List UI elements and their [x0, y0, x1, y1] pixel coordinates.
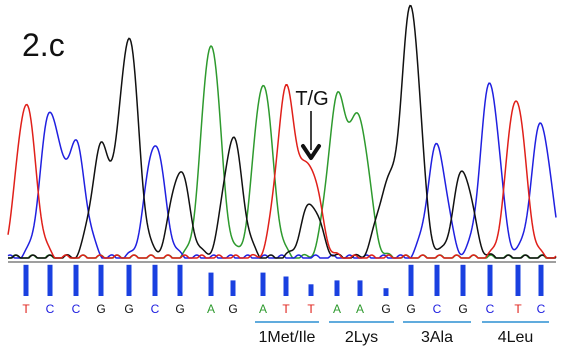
quality-bar — [283, 276, 289, 296]
quality-bar — [152, 264, 158, 296]
quality-bar — [487, 264, 493, 296]
trace-lines — [7, 4, 557, 259]
base-label: C — [537, 302, 546, 316]
base-label: C — [72, 302, 81, 316]
quality-bar — [98, 264, 104, 296]
base-label: C — [486, 302, 495, 316]
base-label: G — [175, 302, 184, 316]
figure-label: 2.c — [22, 27, 65, 63]
base-label: C — [151, 302, 160, 316]
base-label: A — [207, 302, 215, 316]
quality-bar — [434, 264, 440, 296]
quality-bar — [47, 264, 53, 296]
base-label: A — [259, 302, 267, 316]
base-label: T — [514, 302, 522, 316]
quality-bar — [538, 264, 544, 296]
base-label: A — [333, 302, 341, 316]
base-label: G — [406, 302, 415, 316]
quality-bar — [208, 272, 214, 296]
base-label: G — [381, 302, 390, 316]
mutation-arrow-icon — [301, 111, 321, 160]
base-label: G — [96, 302, 105, 316]
quality-bar — [460, 264, 466, 296]
codon-label: 3Ala — [421, 329, 453, 346]
quality-bar — [515, 264, 521, 296]
mutation-label: T/G — [295, 88, 328, 110]
base-label: T — [22, 302, 30, 316]
quality-bar — [383, 288, 389, 296]
quality-bar — [408, 264, 414, 296]
base-label: C — [433, 302, 442, 316]
quality-bar — [177, 264, 183, 296]
quality-bar — [73, 264, 79, 296]
base-label: T — [282, 302, 290, 316]
codon-annotations: 1Met/Ile 2Lys 3Ala 4Leu — [255, 321, 549, 346]
base-label: T — [307, 302, 315, 316]
quality-bar — [308, 284, 314, 296]
trace-G — [8, 4, 557, 259]
codon-label: 4Leu — [498, 329, 534, 346]
quality-bar — [260, 272, 266, 296]
trace-T — [7, 84, 557, 259]
trace-C — [7, 82, 557, 259]
quality-bar — [126, 264, 132, 296]
quality-bars — [23, 264, 544, 296]
base-label: G — [458, 302, 467, 316]
base-label: A — [356, 302, 364, 316]
codon-label: 2Lys — [345, 329, 378, 346]
trace-A — [8, 44, 557, 259]
quality-bar — [334, 280, 340, 296]
quality-bar — [23, 264, 29, 296]
codon-label: 1Met/Ile — [259, 329, 316, 346]
base-label: C — [46, 302, 55, 316]
quality-bar — [230, 280, 236, 296]
quality-bar — [357, 280, 363, 296]
base-label: G — [228, 302, 237, 316]
base-label: G — [124, 302, 133, 316]
